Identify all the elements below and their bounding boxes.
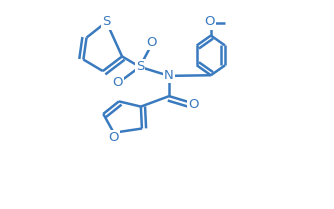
Text: O: O bbox=[205, 15, 215, 28]
Text: O: O bbox=[113, 76, 123, 89]
Text: S: S bbox=[102, 15, 111, 28]
Text: O: O bbox=[146, 36, 157, 49]
Text: O: O bbox=[108, 131, 119, 144]
Text: N: N bbox=[164, 69, 174, 82]
Text: S: S bbox=[136, 60, 144, 73]
Text: O: O bbox=[188, 98, 199, 111]
